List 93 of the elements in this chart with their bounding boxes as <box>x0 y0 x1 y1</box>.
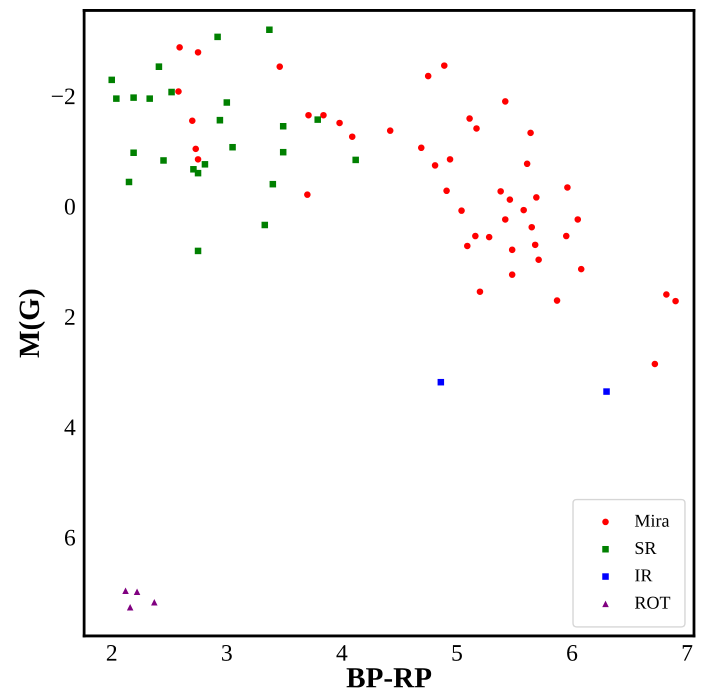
point <box>473 125 480 132</box>
point <box>189 117 196 124</box>
point <box>122 587 129 594</box>
point <box>156 63 162 70</box>
point <box>192 146 199 152</box>
point <box>502 216 509 223</box>
y-tick-label: −2 <box>52 88 74 104</box>
point <box>486 234 492 240</box>
point <box>441 62 448 69</box>
point <box>108 76 115 84</box>
point <box>564 184 571 191</box>
point <box>280 148 286 156</box>
point <box>508 246 516 254</box>
point <box>533 194 540 201</box>
y-tick-label: 2 <box>65 309 74 325</box>
x-tick-label: 4 <box>336 645 348 661</box>
point <box>266 26 273 33</box>
point <box>194 156 202 163</box>
x-tick-label: 2 <box>106 645 116 661</box>
x-tick-label: 7 <box>682 645 692 661</box>
point <box>270 180 276 188</box>
y-tick-label: 0 <box>64 198 75 215</box>
point <box>458 207 465 214</box>
point <box>532 242 538 248</box>
y-tick-label: 4 <box>64 420 76 436</box>
y-axis-title: M(G) <box>18 290 46 358</box>
point <box>520 206 527 214</box>
point <box>466 115 473 122</box>
point <box>130 149 137 156</box>
point <box>472 232 479 240</box>
point <box>497 188 504 195</box>
point <box>352 156 359 164</box>
point <box>134 588 140 596</box>
point <box>314 116 321 123</box>
point <box>476 288 484 295</box>
point <box>194 170 202 176</box>
point <box>672 298 679 304</box>
point <box>443 188 450 194</box>
point <box>506 196 514 203</box>
point <box>663 291 670 298</box>
point <box>276 63 283 70</box>
point <box>418 144 425 152</box>
point <box>126 604 134 610</box>
point <box>113 95 120 102</box>
legend-label: Mira <box>634 514 670 527</box>
point <box>574 216 582 223</box>
point <box>280 123 286 130</box>
point <box>528 224 535 230</box>
point <box>146 95 153 102</box>
point <box>524 160 530 168</box>
point <box>194 49 202 56</box>
point <box>130 94 137 101</box>
point <box>348 133 356 140</box>
point <box>578 266 584 272</box>
point <box>160 157 167 164</box>
point <box>229 144 236 150</box>
point <box>424 72 432 80</box>
point <box>336 120 343 126</box>
point <box>151 599 158 606</box>
point <box>563 232 570 240</box>
point <box>194 248 202 254</box>
x-tick-label: 6 <box>567 645 578 661</box>
point <box>304 191 311 198</box>
point <box>305 112 312 118</box>
point <box>126 178 132 186</box>
point <box>446 156 454 163</box>
point <box>262 222 268 228</box>
point <box>224 99 230 106</box>
point <box>554 297 560 304</box>
point <box>508 271 516 278</box>
point <box>652 360 658 368</box>
x-axis-title: BP-RP <box>346 668 432 688</box>
x-tick-label: 3 <box>222 645 232 661</box>
point <box>168 88 175 96</box>
point <box>386 127 394 134</box>
legend-label: SR <box>636 542 656 554</box>
y-tick-label: 6 <box>64 530 76 546</box>
point <box>176 44 183 51</box>
point <box>320 112 327 118</box>
point <box>214 34 221 40</box>
point <box>216 116 224 124</box>
point <box>535 256 542 263</box>
x-tick-label: 5 <box>452 645 462 661</box>
point <box>175 88 182 95</box>
point <box>527 130 534 136</box>
point <box>432 162 438 169</box>
legend-label: IR <box>635 569 652 582</box>
point <box>603 388 610 395</box>
legend-label: ROT <box>634 596 670 609</box>
point <box>502 98 509 105</box>
point <box>464 242 471 250</box>
point <box>438 378 444 386</box>
point <box>202 161 208 168</box>
